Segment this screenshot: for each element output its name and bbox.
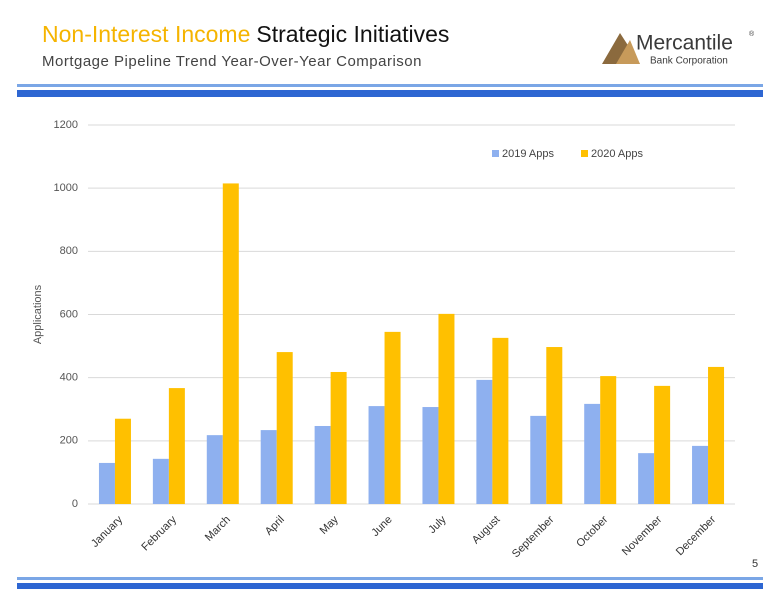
bar <box>222 183 239 504</box>
y-tick-label: 0 <box>72 498 78 510</box>
bottom-stripe-light <box>17 577 763 580</box>
legend-swatch <box>492 150 499 157</box>
y-tick-label: 1200 <box>54 119 78 131</box>
x-tick-label: April <box>263 514 287 538</box>
bar <box>276 352 293 504</box>
legend-label: 2020 Apps <box>591 148 643 160</box>
top-stripe-dark <box>17 90 763 97</box>
bar <box>476 379 493 504</box>
y-tick-label: 400 <box>60 372 78 384</box>
logo-sub: Bank Corporation <box>650 56 728 67</box>
x-tick-label: May <box>318 513 342 537</box>
y-tick-label: 200 <box>60 435 78 447</box>
bar <box>654 385 671 504</box>
bar <box>384 331 401 504</box>
bar <box>492 337 509 504</box>
bar <box>206 435 223 504</box>
x-tick-label: August <box>470 514 503 547</box>
y-axis-label: Applications <box>32 284 44 344</box>
x-tick-label: February <box>139 513 179 553</box>
x-tick-label: June <box>369 514 394 539</box>
bar <box>114 418 131 504</box>
bottom-stripe-dark <box>17 583 763 589</box>
bar <box>152 458 169 504</box>
bar <box>584 403 601 504</box>
bar <box>638 453 655 504</box>
bar <box>708 366 725 504</box>
bar <box>600 376 617 504</box>
y-tick-label: 600 <box>60 308 78 320</box>
subtitle: Mortgage Pipeline Trend Year-Over-Year C… <box>42 53 422 70</box>
title-highlight: Non-Interest Income <box>42 21 250 47</box>
x-tick-label: December <box>674 513 719 558</box>
title: Strategic Initiatives <box>256 21 449 47</box>
slide-title: Non-Interest Income Strategic Initiatives <box>42 21 449 47</box>
x-tick-label: November <box>620 513 665 558</box>
x-tick-label: July <box>426 513 449 536</box>
bar <box>438 313 455 504</box>
bar <box>260 430 277 504</box>
legend-label: 2019 Apps <box>502 148 554 160</box>
y-tick-label: 800 <box>60 245 78 257</box>
y-tick-label: 1000 <box>54 182 78 194</box>
x-tick-label: January <box>89 513 126 550</box>
bar <box>330 371 347 504</box>
bar <box>546 347 563 504</box>
legend-swatch <box>581 150 588 157</box>
bar <box>692 445 709 504</box>
x-tick-label: October <box>574 513 610 549</box>
bar <box>530 415 547 504</box>
bar <box>368 406 385 504</box>
top-stripe-light <box>17 84 763 87</box>
x-tick-label: September <box>510 513 557 560</box>
bar <box>98 462 115 504</box>
logo-name: Mercantile <box>636 32 733 55</box>
logo-mark: ® <box>749 30 755 38</box>
page-number: 5 <box>752 558 758 570</box>
logo-icon-light <box>616 40 640 64</box>
x-tick-label: March <box>203 514 233 544</box>
bar <box>168 388 185 504</box>
bar <box>314 425 331 504</box>
bar <box>422 407 439 504</box>
